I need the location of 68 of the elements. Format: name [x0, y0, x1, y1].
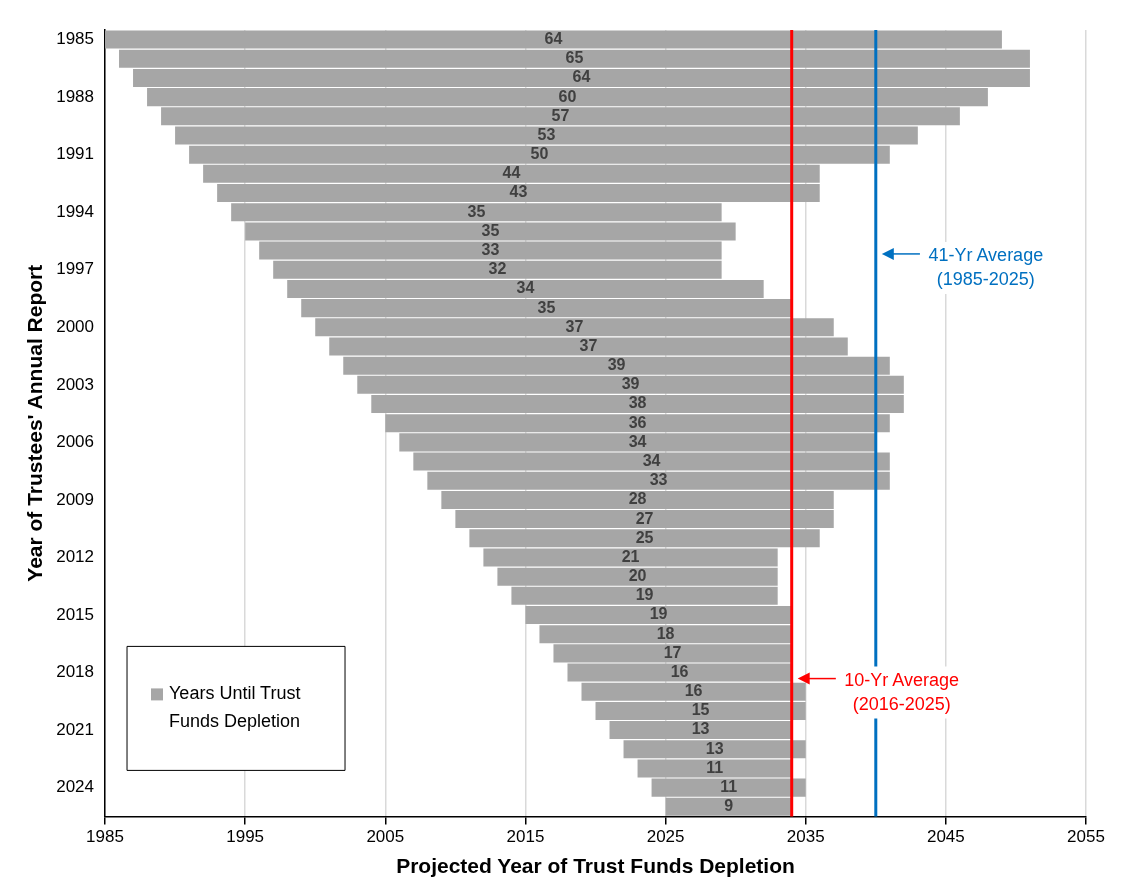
data-label: 37 — [565, 317, 584, 335]
y-tick-label: 1997 — [56, 259, 95, 279]
y-tick-label: 2012 — [56, 547, 95, 567]
data-label: 65 — [565, 49, 584, 67]
y-tick-label: 2000 — [56, 316, 95, 336]
x-tick-label: 2025 — [646, 827, 685, 847]
y-tick-label: 2021 — [56, 719, 95, 739]
x-tick-label: 2005 — [366, 827, 405, 847]
data-label: 43 — [509, 183, 528, 201]
y-tick-label: 2015 — [56, 604, 95, 624]
data-label: 9 — [724, 797, 734, 815]
data-label: 13 — [705, 739, 724, 757]
data-label: 18 — [656, 624, 675, 642]
data-label: 19 — [649, 605, 668, 623]
data-label: 17 — [663, 643, 682, 661]
ref-line-label: 10-Yr Average (2016-2025) — [844, 669, 960, 714]
y-tick-label: 2024 — [56, 777, 95, 797]
data-label: 34 — [642, 451, 661, 469]
legend-label: Years Until Trust Funds Depletion — [169, 683, 301, 732]
data-label: 33 — [649, 471, 668, 489]
data-label: 15 — [691, 701, 710, 719]
data-label: 25 — [635, 528, 654, 546]
data-label: 35 — [467, 202, 486, 220]
y-tick-label: 1988 — [56, 86, 95, 106]
data-label: 60 — [558, 87, 577, 105]
data-label: 13 — [691, 720, 710, 738]
data-label: 32 — [488, 260, 507, 278]
y-tick-label: 1985 — [56, 29, 95, 49]
data-label: 44 — [502, 164, 521, 182]
data-label: 34 — [516, 279, 535, 297]
x-tick-label: 1995 — [226, 827, 265, 847]
data-label: 21 — [621, 547, 640, 565]
data-label: 11 — [706, 758, 724, 776]
data-label: 39 — [607, 356, 626, 374]
y-tick-label: 2009 — [56, 489, 95, 509]
data-label: 35 — [537, 298, 556, 316]
x-axis-title: Projected Year of Trust Funds Depletion — [396, 854, 795, 878]
x-tick-label: 2045 — [926, 827, 965, 847]
data-label: 16 — [684, 682, 703, 700]
data-label: 64 — [544, 30, 563, 47]
data-label: 35 — [481, 221, 500, 239]
data-label: 64 — [572, 68, 591, 86]
x-tick-label: 2035 — [786, 827, 825, 847]
data-label: 37 — [579, 336, 598, 354]
data-label: 27 — [635, 509, 654, 527]
x-tick-label: 2055 — [1067, 827, 1105, 847]
y-tick-label: 2003 — [56, 374, 95, 394]
data-label: 36 — [628, 413, 647, 431]
data-label: 20 — [628, 567, 647, 585]
y-tick-label: 1991 — [56, 144, 95, 164]
data-label: 57 — [551, 106, 570, 124]
y-tick-label: 1994 — [56, 201, 95, 221]
data-label: 50 — [530, 145, 549, 163]
data-label: 34 — [628, 432, 647, 450]
y-tick-label: 2018 — [56, 662, 95, 682]
data-label: 19 — [635, 586, 654, 604]
data-label: 39 — [621, 375, 640, 393]
y-tick-label: 2006 — [56, 432, 95, 452]
data-label: 16 — [670, 662, 689, 680]
x-tick-label: 2015 — [506, 827, 545, 847]
data-label: 38 — [628, 394, 647, 412]
data-label: 28 — [628, 490, 647, 508]
data-label: 11 — [720, 778, 738, 796]
y-axis-title: Year of Trustees' Annual Report — [23, 264, 47, 582]
data-label: 53 — [537, 125, 556, 143]
x-tick-label: 1985 — [86, 827, 124, 847]
data-label: 33 — [481, 240, 500, 258]
ref-line-label: 41-Yr Average (1985-2025) — [928, 244, 1044, 289]
